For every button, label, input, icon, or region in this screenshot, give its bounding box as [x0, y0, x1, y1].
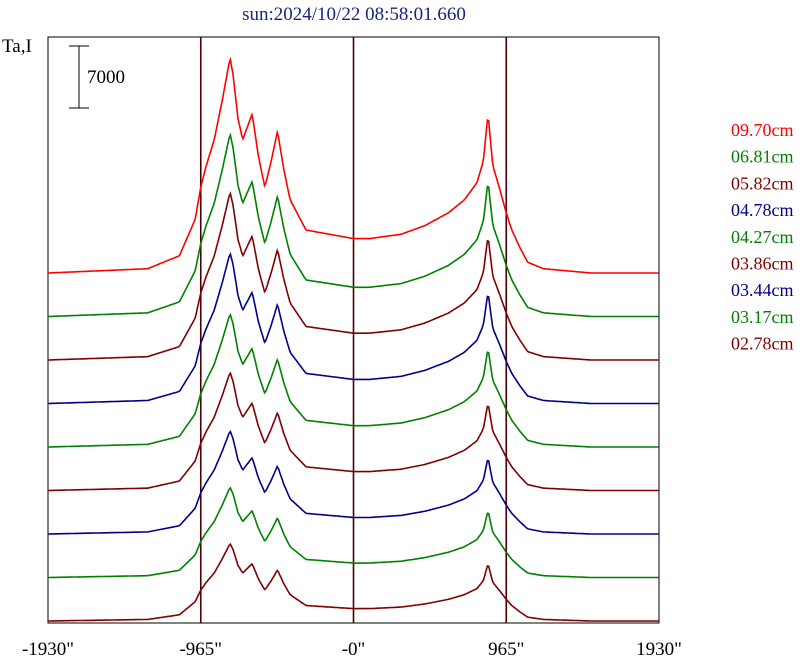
series-line-04.27cm: [48, 312, 659, 448]
x-tick-label: 1930": [636, 639, 682, 660]
x-tick-label: -965": [179, 639, 222, 660]
legend: 09.70cm 06.81cm 05.82cm 04.78cm 04.27cm 03.86…: [731, 120, 794, 354]
series-line-09.70cm: [47, 56, 659, 274]
x-axis-ticks: -1930" -965" -0" 965" 1930": [22, 639, 682, 660]
legend-entry: 06.81cm: [731, 147, 794, 167]
legend-entry: 05.82cm: [731, 173, 794, 193]
legend-entry: 02.78cm: [731, 334, 794, 354]
series-line-05.82cm: [48, 191, 659, 361]
limb-lines: [199, 37, 508, 623]
scale-bar: 7000: [69, 45, 125, 109]
series-line-02.78cm: [48, 542, 659, 622]
x-tick-label: 965": [488, 639, 524, 660]
legend-entry: 03.86cm: [731, 254, 794, 274]
legend-entry: 04.27cm: [731, 227, 794, 247]
series-line-04.78cm: [48, 252, 659, 405]
x-tick-label: -0": [342, 639, 366, 660]
legend-entry: 03.44cm: [731, 280, 794, 300]
y-axis-label: Ta,I: [2, 36, 32, 57]
series-group: [47, 56, 659, 622]
legend-entry: 09.70cm: [731, 120, 794, 140]
scale-bar-label: 7000: [87, 67, 125, 88]
legend-entry: 03.17cm: [731, 307, 794, 327]
series-line-03.86cm: [48, 371, 659, 492]
x-tick-label: -1930": [22, 639, 74, 660]
legend-entry: 04.78cm: [731, 200, 794, 220]
series-line-03.44cm: [48, 429, 659, 535]
series-line-03.17cm: [48, 486, 659, 579]
series-line-06.81cm: [48, 132, 659, 318]
chart-title: sun:2024/10/22 08:58:01.660: [242, 4, 466, 25]
